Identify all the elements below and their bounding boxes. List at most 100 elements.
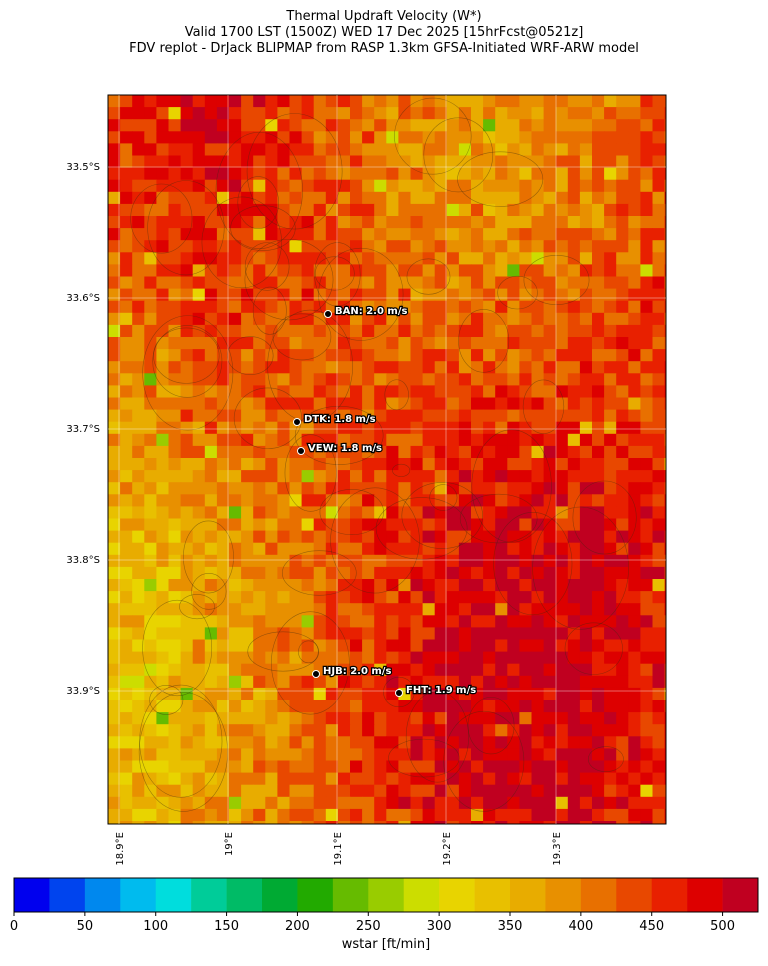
heat-cell [628,203,641,217]
heat-cell [628,216,641,229]
heat-cell [108,639,121,653]
heat-cell [386,566,399,580]
heat-cell [144,143,157,156]
heat-cell [664,240,666,253]
heat-cell [483,518,496,532]
heat-cell [108,458,121,471]
heat-cell [555,361,569,374]
heat-cell [640,724,653,737]
heat-cell [386,591,399,604]
heat-cell [471,494,484,507]
heat-cell [434,433,448,447]
heat-cell [229,228,242,241]
heat-cell [458,143,472,156]
heat-cell [144,131,157,144]
heat-cell [216,784,230,798]
heat-cell [495,409,508,423]
heat-cell [446,796,460,810]
heat-cell [386,216,399,229]
heat-cell [350,566,363,580]
heat-cell [108,337,121,350]
heat-cell [313,421,327,435]
heat-cell [398,373,411,386]
heat-cell [168,494,182,507]
heat-cell [180,397,194,411]
heat-cell [458,445,472,459]
heat-cell [168,651,182,665]
heat-cell [422,397,436,411]
heat-cell [192,445,206,459]
heat-cell [241,203,254,217]
heat-cell [640,808,653,822]
heat-cell [483,482,496,495]
heat-cell [398,542,411,556]
heat-cell [132,131,145,144]
heat-cell [168,107,182,120]
heat-cell [108,143,121,156]
heat-cell [301,687,315,701]
heat-cell [483,651,496,665]
heat-cell [362,675,375,689]
heat-cell [277,542,290,556]
heat-cell [120,373,133,386]
contour [284,434,337,512]
heat-cell [301,736,315,749]
heat-cell [350,240,363,253]
heat-cell [156,264,169,277]
heat-cell [446,615,460,628]
title-line: FDV replot - DrJack BLIPMAP from RASP 1.… [129,41,639,56]
heat-cell [628,675,641,689]
heat-cell [398,433,411,447]
heat-cell [471,252,484,265]
heat-cell [410,240,424,253]
heat-cell [664,361,666,374]
heat-cell [471,349,484,362]
heat-cell [350,191,363,205]
heat-cell [555,373,569,386]
heat-cell [277,155,290,169]
heat-cell [604,591,617,604]
heat-cell [652,409,666,423]
heat-cell [216,119,230,132]
heat-cell [652,784,666,798]
heat-cell [446,458,460,471]
heat-cell [410,639,424,653]
colorbar-tick-label: 300 [427,919,452,934]
heat-cell [471,179,484,193]
heat-cell [483,324,496,338]
heat-cell [277,566,290,580]
heat-cell [180,470,194,483]
heat-cell [350,784,363,798]
heat-cell [350,796,363,810]
heat-cell [652,445,666,459]
heat-cell [616,784,629,798]
heat-cell [132,324,145,338]
heat-cell [241,397,254,411]
heat-cell [313,736,327,749]
heat-cell [216,179,230,193]
heat-cell [313,216,327,229]
heat-cell [156,470,169,483]
heat-cell [604,397,617,411]
heat-cell [543,421,557,435]
heat-cell [337,445,351,459]
heat-cell [192,300,206,314]
heat-cell [640,675,653,689]
heat-cell [640,712,653,725]
heat-cell [265,784,278,798]
heat-cell [579,566,593,580]
contour [458,309,510,373]
heat-cell [446,216,460,229]
heat-cell [386,712,399,725]
heat-cell [144,300,157,314]
heat-cell [362,167,375,181]
heat-cell [531,821,545,824]
heat-cell [555,433,569,447]
heat-cell [204,579,218,592]
heat-cell [483,288,496,302]
heat-cell [398,421,411,435]
heat-cell [471,736,484,749]
heat-cell [180,603,194,616]
heat-cell [616,639,629,653]
heat-cell [458,821,472,824]
